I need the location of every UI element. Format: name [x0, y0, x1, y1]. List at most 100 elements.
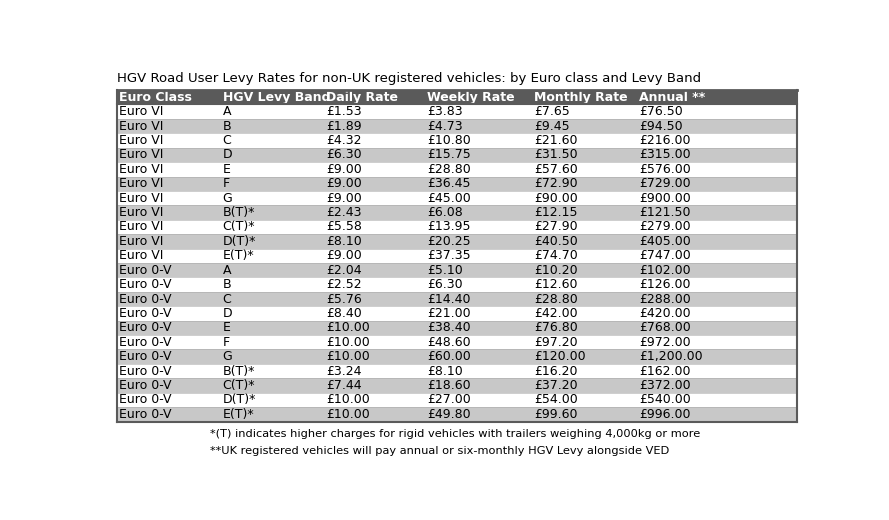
Text: £48.60: £48.60 [428, 336, 471, 349]
Text: G: G [223, 192, 233, 205]
Text: £540.00: £540.00 [639, 394, 691, 407]
Text: £8.10: £8.10 [326, 235, 362, 248]
Bar [116, 162, 797, 176]
Bar [116, 306, 797, 321]
Text: Euro VI: Euro VI [119, 249, 164, 262]
Text: £10.80: £10.80 [428, 134, 471, 147]
Bar [116, 321, 797, 335]
Text: C: C [223, 134, 231, 147]
Bar [116, 90, 797, 105]
Text: Euro VI: Euro VI [119, 220, 164, 233]
Text: £4.73: £4.73 [428, 120, 463, 133]
Text: £54.00: £54.00 [534, 394, 578, 407]
Text: £6.30: £6.30 [326, 148, 362, 161]
Text: £10.00: £10.00 [326, 350, 370, 363]
Text: £90.00: £90.00 [534, 192, 578, 205]
Text: Euro VI: Euro VI [119, 120, 164, 133]
Text: £1.89: £1.89 [326, 120, 362, 133]
Text: £2.04: £2.04 [326, 264, 362, 277]
Text: £8.10: £8.10 [428, 365, 463, 378]
Text: £216.00: £216.00 [639, 134, 691, 147]
Text: Euro VI: Euro VI [119, 177, 164, 190]
Bar [116, 234, 797, 249]
Text: £126.00: £126.00 [639, 278, 691, 291]
Text: £76.80: £76.80 [534, 321, 578, 334]
Text: D: D [223, 307, 232, 320]
Bar [116, 133, 797, 148]
Text: Euro 0-V: Euro 0-V [119, 408, 172, 421]
Bar [116, 393, 797, 407]
Text: £420.00: £420.00 [639, 307, 691, 320]
Text: £72.90: £72.90 [534, 177, 578, 190]
Text: Daily Rate: Daily Rate [326, 90, 398, 103]
Text: £5.10: £5.10 [428, 264, 463, 277]
Text: Weekly Rate: Weekly Rate [428, 90, 515, 103]
Text: Euro VI: Euro VI [119, 206, 164, 219]
Text: Euro 0-V: Euro 0-V [119, 307, 172, 320]
Text: £37.20: £37.20 [534, 379, 578, 392]
Bar [116, 407, 797, 422]
Text: Euro VI: Euro VI [119, 105, 164, 118]
Text: £40.50: £40.50 [534, 235, 578, 248]
Bar [116, 349, 797, 364]
Bar [116, 105, 797, 119]
Text: £279.00: £279.00 [639, 220, 691, 233]
Text: B: B [223, 120, 231, 133]
Text: £9.00: £9.00 [326, 249, 362, 262]
Text: £57.60: £57.60 [534, 163, 578, 176]
Text: F: F [223, 336, 230, 349]
Bar [116, 277, 797, 292]
Text: £21.00: £21.00 [428, 307, 471, 320]
Text: £97.20: £97.20 [534, 336, 578, 349]
Text: £9.00: £9.00 [326, 177, 362, 190]
Text: £12.60: £12.60 [534, 278, 578, 291]
Bar [116, 335, 797, 349]
Text: £9.00: £9.00 [326, 163, 362, 176]
Bar [116, 364, 797, 379]
Text: £1,200.00: £1,200.00 [639, 350, 702, 363]
Bar [116, 292, 797, 306]
Text: Euro 0-V: Euro 0-V [119, 379, 172, 392]
Text: B(T)*: B(T)* [223, 365, 255, 378]
Text: B(T)*: B(T)* [223, 206, 255, 219]
Text: £21.60: £21.60 [534, 134, 578, 147]
Text: £36.45: £36.45 [428, 177, 471, 190]
Bar [116, 191, 797, 205]
Text: Euro VI: Euro VI [119, 235, 164, 248]
Text: £42.00: £42.00 [534, 307, 578, 320]
Text: A: A [223, 105, 231, 118]
Bar [116, 119, 797, 133]
Text: £996.00: £996.00 [639, 408, 691, 421]
Text: Euro 0-V: Euro 0-V [119, 293, 172, 306]
Text: £3.83: £3.83 [428, 105, 463, 118]
Text: £288.00: £288.00 [639, 293, 691, 306]
Text: Euro VI: Euro VI [119, 192, 164, 205]
Text: £74.70: £74.70 [534, 249, 578, 262]
Text: C(T)*: C(T)* [223, 379, 255, 392]
Text: £315.00: £315.00 [639, 148, 691, 161]
Text: £372.00: £372.00 [639, 379, 691, 392]
Text: E(T)*: E(T)* [223, 408, 254, 421]
Text: £28.80: £28.80 [534, 293, 578, 306]
Bar [116, 379, 797, 393]
Text: £99.60: £99.60 [534, 408, 578, 421]
Text: D(T)*: D(T)* [223, 235, 256, 248]
Bar [116, 263, 797, 277]
Text: £27.00: £27.00 [428, 394, 471, 407]
Text: E: E [223, 163, 230, 176]
Text: Annual **: Annual ** [639, 90, 705, 103]
Text: £9.00: £9.00 [326, 192, 362, 205]
Text: £7.65: £7.65 [534, 105, 570, 118]
Text: D: D [223, 148, 232, 161]
Text: £972.00: £972.00 [639, 336, 691, 349]
Text: E: E [223, 321, 230, 334]
Text: £102.00: £102.00 [639, 264, 691, 277]
Text: £27.90: £27.90 [534, 220, 578, 233]
Text: £12.15: £12.15 [534, 206, 578, 219]
Text: Euro 0-V: Euro 0-V [119, 336, 172, 349]
Text: £6.08: £6.08 [428, 206, 463, 219]
Text: C(T)*: C(T)* [223, 220, 255, 233]
Text: £45.00: £45.00 [428, 192, 471, 205]
Text: £20.25: £20.25 [428, 235, 471, 248]
Text: £10.20: £10.20 [534, 264, 578, 277]
